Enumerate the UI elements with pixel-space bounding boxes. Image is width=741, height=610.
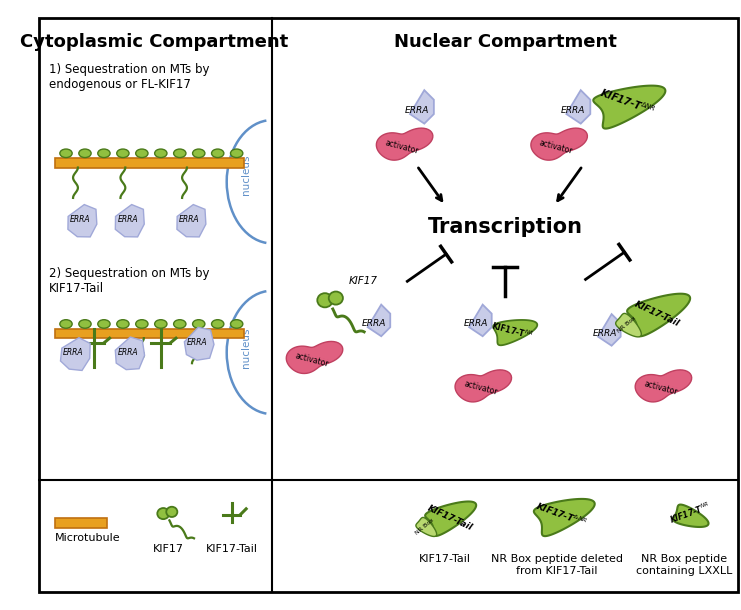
Polygon shape: [286, 342, 343, 373]
Ellipse shape: [193, 320, 205, 328]
Polygon shape: [455, 370, 511, 402]
Text: Cytoplasmic Compartment: Cytoplasmic Compartment: [20, 33, 288, 51]
Text: KIF17-Tail: KIF17-Tail: [426, 504, 474, 533]
Text: ERRA: ERRA: [70, 215, 90, 224]
Ellipse shape: [157, 508, 169, 519]
Ellipse shape: [117, 320, 129, 328]
Ellipse shape: [60, 320, 72, 328]
Polygon shape: [635, 370, 691, 402]
Text: nucleus: nucleus: [241, 155, 251, 195]
Ellipse shape: [155, 149, 167, 157]
Text: NR Box: NR Box: [617, 315, 637, 334]
Ellipse shape: [79, 149, 91, 157]
Ellipse shape: [60, 149, 72, 157]
Polygon shape: [534, 499, 595, 536]
Ellipse shape: [79, 320, 91, 328]
Ellipse shape: [98, 149, 110, 157]
Text: Transcription: Transcription: [428, 217, 582, 237]
Text: activator: activator: [293, 351, 330, 369]
Polygon shape: [425, 501, 476, 536]
Polygon shape: [531, 128, 588, 160]
Text: KIF17-T$^{\Delta NR}$: KIF17-T$^{\Delta NR}$: [598, 85, 657, 118]
Text: KIF17-Tail: KIF17-Tail: [206, 544, 258, 554]
Text: KIF17: KIF17: [348, 276, 377, 286]
Ellipse shape: [230, 149, 243, 157]
Polygon shape: [494, 320, 537, 345]
Ellipse shape: [193, 149, 205, 157]
Text: KIF17-T$^{\Delta NR}$: KIF17-T$^{\Delta NR}$: [534, 500, 588, 529]
Polygon shape: [376, 128, 433, 160]
Polygon shape: [674, 504, 708, 527]
Text: Nuclear Compartment: Nuclear Compartment: [393, 33, 617, 51]
Polygon shape: [566, 90, 591, 124]
Ellipse shape: [173, 320, 186, 328]
Text: ERRA: ERRA: [117, 348, 138, 357]
Text: ERRA: ERRA: [463, 320, 488, 328]
Ellipse shape: [329, 292, 343, 304]
Polygon shape: [116, 337, 144, 370]
Text: ERRA: ERRA: [405, 106, 429, 115]
Polygon shape: [185, 328, 214, 360]
Bar: [55, 518, 107, 528]
Text: NR Box peptide
containing LXXLL: NR Box peptide containing LXXLL: [636, 554, 732, 576]
Ellipse shape: [117, 149, 129, 157]
Text: nucleus: nucleus: [241, 328, 251, 368]
Text: 1) Sequestration on MTs by
endogenous or FL-KIF17: 1) Sequestration on MTs by endogenous or…: [49, 63, 210, 92]
Ellipse shape: [173, 149, 186, 157]
Ellipse shape: [136, 320, 148, 328]
Text: KIF17-Tail: KIF17-Tail: [633, 300, 681, 329]
Text: activator: activator: [384, 138, 419, 156]
Text: activator: activator: [539, 138, 574, 156]
Polygon shape: [416, 517, 436, 536]
Bar: [55, 158, 245, 168]
Text: ERRA: ERRA: [179, 215, 199, 224]
Text: ERRA: ERRA: [117, 215, 138, 224]
Text: Microtubule: Microtubule: [55, 533, 120, 542]
Polygon shape: [116, 204, 144, 237]
Text: KIF17-T$^{NR}$: KIF17-T$^{NR}$: [490, 319, 534, 342]
Polygon shape: [598, 314, 621, 346]
Polygon shape: [177, 204, 206, 237]
Polygon shape: [68, 204, 97, 237]
Text: 2) Sequestration on MTs by
KIF17-Tail: 2) Sequestration on MTs by KIF17-Tail: [49, 267, 210, 295]
Polygon shape: [469, 304, 492, 336]
Text: activator: activator: [642, 379, 678, 397]
Polygon shape: [410, 90, 434, 124]
Ellipse shape: [136, 149, 148, 157]
Ellipse shape: [317, 293, 333, 307]
Polygon shape: [61, 338, 90, 370]
Text: KIF17-T$^{NR}$: KIF17-T$^{NR}$: [668, 500, 712, 526]
Ellipse shape: [211, 320, 224, 328]
Text: NR Box peptide deleted
from KIF17-Tail: NR Box peptide deleted from KIF17-Tail: [491, 554, 623, 576]
Text: KIF17: KIF17: [153, 544, 184, 554]
Text: NR Box: NR Box: [415, 517, 436, 536]
Text: ERRA: ERRA: [362, 320, 386, 328]
Polygon shape: [368, 304, 391, 336]
Ellipse shape: [155, 320, 167, 328]
Ellipse shape: [98, 320, 110, 328]
Text: ERRA: ERRA: [592, 329, 617, 338]
Ellipse shape: [166, 507, 177, 517]
Text: ERRA: ERRA: [187, 339, 207, 348]
Ellipse shape: [230, 320, 243, 328]
Text: ERRA: ERRA: [561, 106, 585, 115]
Bar: [55, 329, 245, 338]
Text: KIF17-Tail: KIF17-Tail: [419, 554, 471, 564]
Text: activator: activator: [462, 379, 498, 397]
Polygon shape: [616, 314, 641, 337]
Ellipse shape: [211, 149, 224, 157]
Polygon shape: [627, 293, 690, 336]
Polygon shape: [594, 85, 665, 129]
Text: ERRA: ERRA: [63, 348, 84, 357]
